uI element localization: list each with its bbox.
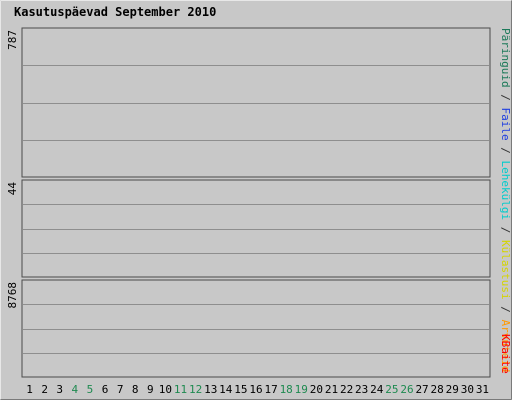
x-tick-label: 13: [204, 383, 217, 396]
x-tick-label: 17: [264, 383, 277, 396]
x-tick-label: 16: [249, 383, 262, 396]
panel-top: 787: [6, 27, 491, 178]
x-tick-label: 22: [340, 383, 353, 396]
x-tick-label: 20: [310, 383, 323, 396]
x-tick-label: 29: [446, 383, 459, 396]
x-tick-label: 28: [431, 383, 444, 396]
legend-entry: Külastusi: [499, 240, 512, 300]
legend-entry: Faile: [499, 107, 512, 140]
x-tick-label: 10: [159, 383, 172, 396]
x-tick-label: 8: [132, 383, 139, 396]
legend-entry: /: [499, 88, 512, 108]
legend-entry: Päringuid: [499, 28, 512, 88]
x-tick-label: 15: [234, 383, 247, 396]
panel-top-box: [21, 27, 491, 178]
x-tick-label: 6: [102, 383, 109, 396]
x-tick-label: 27: [415, 383, 428, 396]
legend-entry: /: [499, 141, 512, 161]
panel-top-ymax-label: 787: [6, 30, 19, 50]
legend-bottom: KBaite: [499, 334, 512, 374]
chart-panels: 787 44 8768: [6, 27, 491, 378]
x-tick-label: 1: [26, 383, 33, 396]
x-tick-label: 7: [117, 383, 124, 396]
panel-bottom-ymax-label: 8768: [6, 282, 19, 309]
x-tick-label: 2: [41, 383, 48, 396]
panel-bottom-box: [21, 279, 491, 378]
legend-entry: KBaite: [499, 334, 512, 374]
legend-entry: /: [499, 220, 512, 240]
panel-middle-ymax-label: 44: [6, 182, 19, 196]
x-tick-label: 11: [174, 383, 187, 396]
legend-entry: Lehekülgi: [499, 160, 512, 220]
x-tick-label: 18: [280, 383, 293, 396]
panel-bottom: 8768: [6, 279, 491, 378]
x-tick-label: 30: [461, 383, 474, 396]
x-tick-label: 12: [189, 383, 202, 396]
x-tick-label: 26: [400, 383, 413, 396]
legend-top: Päringuid / Faile / Lehekülgi / Külastus…: [499, 28, 512, 372]
x-tick-label: 3: [56, 383, 63, 396]
chart-title: Kasutuspäevad September 2010: [14, 5, 216, 19]
x-tick-label: 25: [385, 383, 398, 396]
x-tick-label: 21: [325, 383, 338, 396]
legend-entry: Arvuteid: [499, 319, 512, 372]
x-tick-label: 19: [295, 383, 308, 396]
x-tick-label: 4: [72, 383, 79, 396]
x-tick-label: 9: [147, 383, 154, 396]
x-axis-ticks: 1 2 3 4 5 6 7 8 9 10 11 12 13 14 15 16 17 18 19 20 21 22 23 24 2…: [26, 383, 489, 396]
x-tick-label: 23: [355, 383, 368, 396]
legend-entry: /: [499, 300, 512, 320]
x-tick-label: 5: [87, 383, 94, 396]
x-tick-label: 14: [219, 383, 233, 396]
panel-middle-box: [21, 179, 491, 278]
panel-middle: 44: [6, 179, 491, 278]
x-tick-label: 31: [476, 383, 489, 396]
x-tick-label: 24: [370, 383, 384, 396]
